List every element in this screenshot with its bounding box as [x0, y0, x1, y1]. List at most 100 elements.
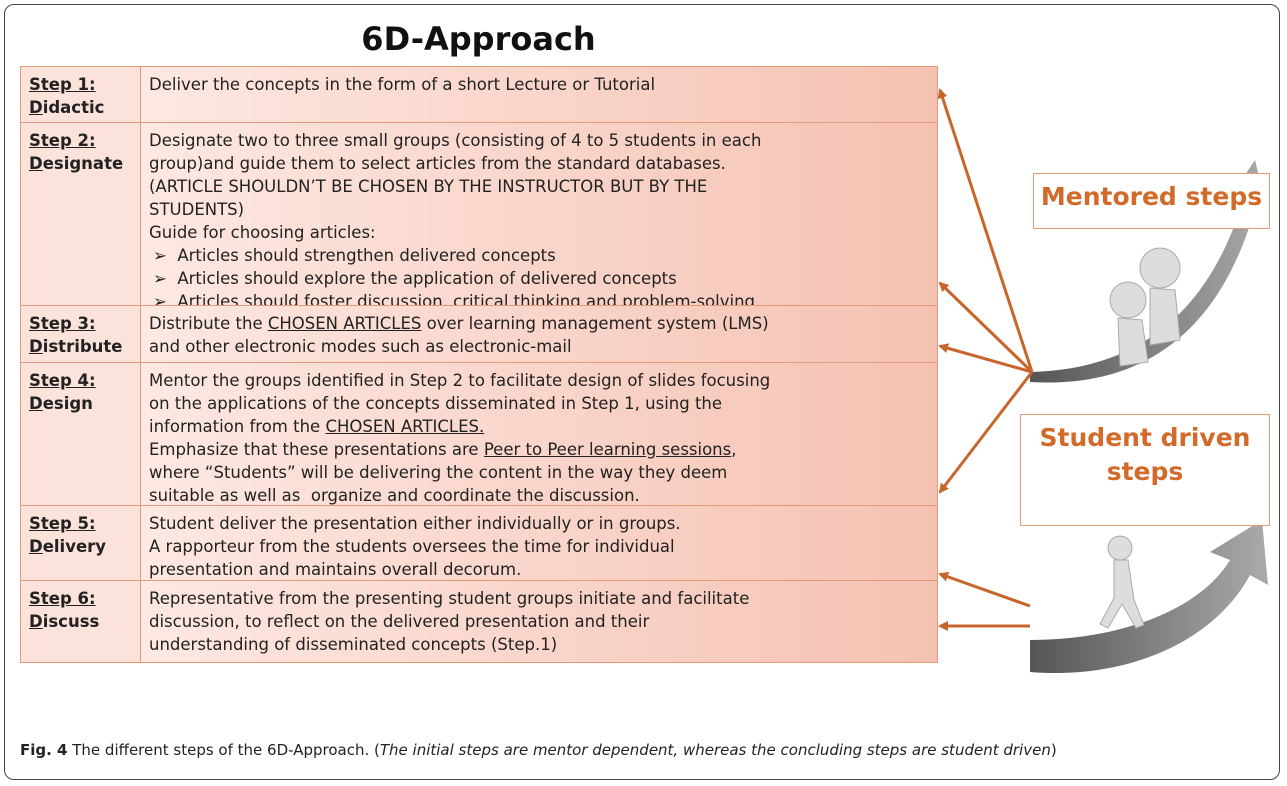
text-segment: Representative from the presenting stude… — [149, 589, 750, 608]
text-line: Guide for choosing articles: — [149, 221, 929, 244]
text-segment: CHOSEN ARTICLES. — [325, 417, 485, 436]
text-line: suitable as well as organize and coordin… — [149, 484, 929, 505]
bullet: Articles should strengthen delivered con… — [149, 244, 929, 267]
text-line: information from the CHOSEN ARTICLES. — [149, 415, 929, 438]
text-segment: where “Students” will be delivering the … — [149, 463, 728, 482]
text-line: Student deliver the presentation either … — [149, 512, 929, 535]
text-line: and other electronic modes such as elect… — [149, 335, 929, 358]
text-line: presentation and maintains overall decor… — [149, 558, 929, 580]
bullet: Articles should explore the application … — [149, 267, 929, 290]
text-segment: presentation and maintains overall decor… — [149, 560, 522, 579]
side-label: Student driven steps — [1020, 414, 1270, 526]
step-content: Designate two to three small groups (con… — [140, 122, 938, 306]
step-name: Discuss — [29, 612, 100, 631]
text-segment: Student deliver the presentation either … — [149, 514, 681, 533]
arrows — [937, 88, 1034, 631]
text-segment: on the applications of the concepts diss… — [149, 394, 723, 413]
step-label-cell: Step 3: Distribute — [20, 305, 141, 363]
ramp — [1030, 520, 1268, 674]
side-label: Mentored steps — [1033, 173, 1270, 229]
step-label: Step 6: — [29, 589, 96, 608]
step-name: Delivery — [29, 537, 107, 556]
text-segment: information from the — [149, 417, 326, 436]
text-line: where “Students” will be delivering the … — [149, 461, 929, 484]
text-segment: discussion, to reflect on the delivered … — [149, 612, 650, 631]
step-content: Representative from the presenting stude… — [140, 580, 938, 663]
step-label: Step 3: — [29, 314, 96, 333]
step-content: Distribute the CHOSEN ARTICLES over lear… — [140, 305, 938, 363]
figure-body — [1099, 559, 1145, 629]
text-line: Mentor the groups identified in Step 2 t… — [149, 369, 929, 392]
figure-head — [1107, 535, 1133, 561]
text-line: Deliver the concepts in the form of a sh… — [149, 73, 929, 96]
arrow — [937, 88, 1034, 373]
step-content: Deliver the concepts in the form of a sh… — [140, 66, 938, 123]
text-segment: group)and guide them to select articles … — [149, 154, 726, 173]
text-segment: over learning management system (LMS) — [421, 314, 769, 333]
text-segment: A rapporteur from the students oversees … — [149, 537, 675, 556]
step-label-cell: Step 5: Delivery — [20, 505, 141, 581]
text-segment: Peer to Peer learning sessions — [483, 440, 732, 459]
text-segment: Distribute the — [149, 314, 268, 333]
text-segment: Deliver the concepts in the form of a sh… — [149, 75, 656, 94]
step-label: Step 2: — [29, 131, 96, 150]
caption-segment: The different steps of the 6D-Approach. … — [67, 741, 380, 759]
text-line: Distribute the CHOSEN ARTICLES over lear… — [149, 312, 929, 335]
arrow — [938, 281, 1034, 374]
step-content: Mentor the groups identified in Step 2 t… — [140, 362, 938, 506]
text-segment: (ARTICLE SHOULDN’T BE CHOSEN BY THE INST… — [149, 177, 708, 196]
frame — [4, 4, 1280, 780]
text-line: on the applications of the concepts diss… — [149, 392, 929, 415]
text-segment: CHOSEN ARTICLES — [267, 314, 422, 333]
text-segment: and other electronic modes such as elect… — [149, 337, 572, 356]
arrow — [938, 371, 1034, 494]
step-name: Didactic — [29, 98, 105, 117]
text-segment: Designate two to three small groups (con… — [149, 131, 762, 150]
arrow — [938, 343, 1033, 374]
caption: Fig. 4 The different steps of the 6D-App… — [20, 741, 1057, 759]
text-segment: Guide for choosing articles: — [149, 223, 376, 242]
text-line: discussion, to reflect on the delivered … — [149, 610, 929, 633]
text-line: A rapporteur from the students oversees … — [149, 535, 929, 558]
text-segment: suitable as well as organize and coordin… — [149, 486, 640, 505]
figure-body — [1149, 287, 1181, 346]
side-label-line: steps — [1106, 457, 1184, 486]
caption-segment: The initial steps are mentor dependent, … — [379, 741, 1051, 759]
text-segment: , — [731, 440, 737, 459]
caption-segment: ) — [1050, 741, 1057, 759]
step-label-cell: Step 1: Didactic — [20, 66, 141, 123]
text-segment: Mentor the groups identified in Step 2 t… — [149, 371, 771, 390]
step-content: Student deliver the presentation either … — [140, 505, 938, 581]
figure-head — [1109, 281, 1147, 319]
side-label-line: Student driven — [1039, 423, 1251, 452]
text-line: (ARTICLE SHOULDN’T BE CHOSEN BY THE INST… — [149, 175, 929, 198]
title: 6D-Approach — [361, 20, 596, 58]
text-line: group)and guide them to select articles … — [149, 152, 929, 175]
step-label-cell: Step 2: Designate — [20, 122, 141, 306]
step-label: Step 5: — [29, 514, 96, 533]
arrow — [938, 571, 1031, 608]
step-label: Step 1: — [29, 75, 96, 94]
bullet: Articles should foster discussion, criti… — [149, 290, 929, 305]
text-line: Emphasize that these presentations are P… — [149, 438, 929, 461]
side-label-line: Mentored steps — [1040, 182, 1263, 211]
step-name: Designate — [29, 154, 124, 173]
step-label-cell: Step 4: Design — [20, 362, 141, 506]
text-line: STUDENTS) — [149, 198, 929, 221]
caption-segment: Fig. 4 — [20, 741, 68, 759]
text-line: Representative from the presenting stude… — [149, 587, 929, 610]
figure-head — [1139, 247, 1181, 289]
text-segment: Emphasize that these presentations are — [149, 440, 484, 459]
step-name: Design — [29, 394, 93, 413]
text-segment: STUDENTS) — [149, 200, 245, 219]
figure-body — [1117, 317, 1149, 367]
text-line: Designate two to three small groups (con… — [149, 129, 929, 152]
step-label: Step 4: — [29, 371, 96, 390]
step-name: Distribute — [29, 337, 123, 356]
text-segment: understanding of disseminated concepts (… — [149, 635, 558, 654]
step-label-cell: Step 6: Discuss — [20, 580, 141, 663]
text-line: understanding of disseminated concepts (… — [149, 633, 929, 656]
